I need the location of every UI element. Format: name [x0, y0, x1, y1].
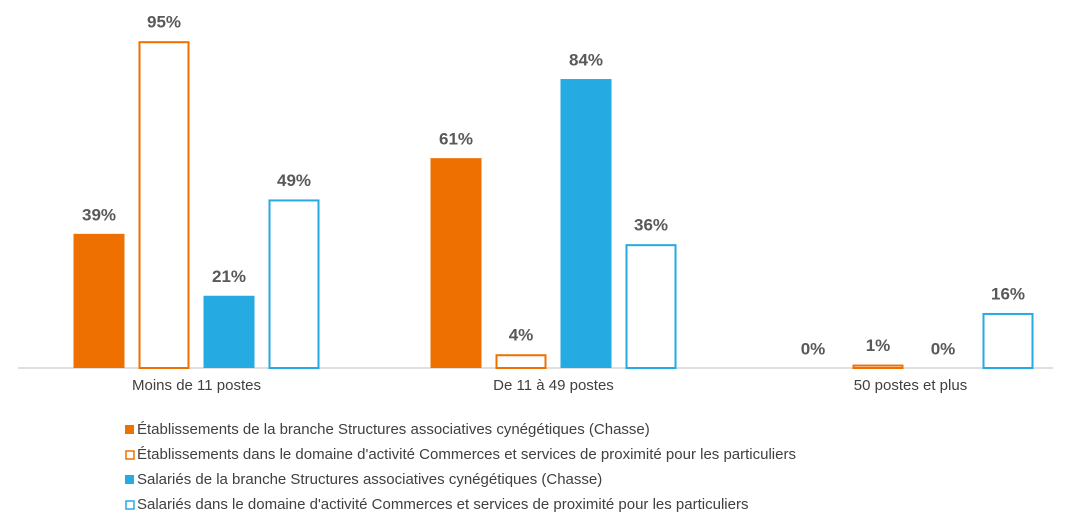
- bar: [495, 354, 547, 369]
- value-label: 0%: [801, 339, 826, 358]
- value-label: 36%: [634, 216, 668, 235]
- bar: [982, 312, 1034, 369]
- bar: [203, 295, 255, 368]
- value-label: 1%: [866, 336, 891, 355]
- legend-label: Salariés de la branche Structures associ…: [137, 471, 602, 488]
- value-label: 61%: [439, 130, 473, 149]
- x-tick-label: De 11 à 49 postes: [493, 377, 614, 394]
- value-label: 0%: [931, 339, 956, 358]
- legend-swatch: [125, 425, 134, 434]
- x-tick-label: Moins de 11 postes: [132, 377, 261, 394]
- bar: [268, 199, 320, 369]
- legend-label: Établissements dans le domaine d'activit…: [137, 446, 796, 463]
- x-tick-label: 50 postes et plus: [854, 377, 967, 394]
- legend-swatch: [125, 500, 135, 510]
- legend-label: Établissements de la branche Structures …: [137, 421, 650, 438]
- legend-swatch: [125, 450, 135, 460]
- bar: [625, 244, 677, 369]
- value-label: 16%: [991, 284, 1025, 303]
- bar: [430, 158, 482, 368]
- legend-label: Salariés dans le domaine d'activité Comm…: [137, 496, 748, 513]
- bar: [852, 364, 904, 369]
- value-label: 84%: [569, 51, 603, 70]
- bar: [560, 79, 612, 368]
- bar: [73, 233, 125, 368]
- legend-swatch: [125, 475, 134, 484]
- bar: [138, 41, 190, 369]
- value-label: 39%: [82, 205, 116, 224]
- value-label: 21%: [212, 267, 246, 286]
- value-label: 95%: [147, 13, 181, 32]
- value-label: 49%: [277, 171, 311, 190]
- value-label: 4%: [509, 326, 534, 345]
